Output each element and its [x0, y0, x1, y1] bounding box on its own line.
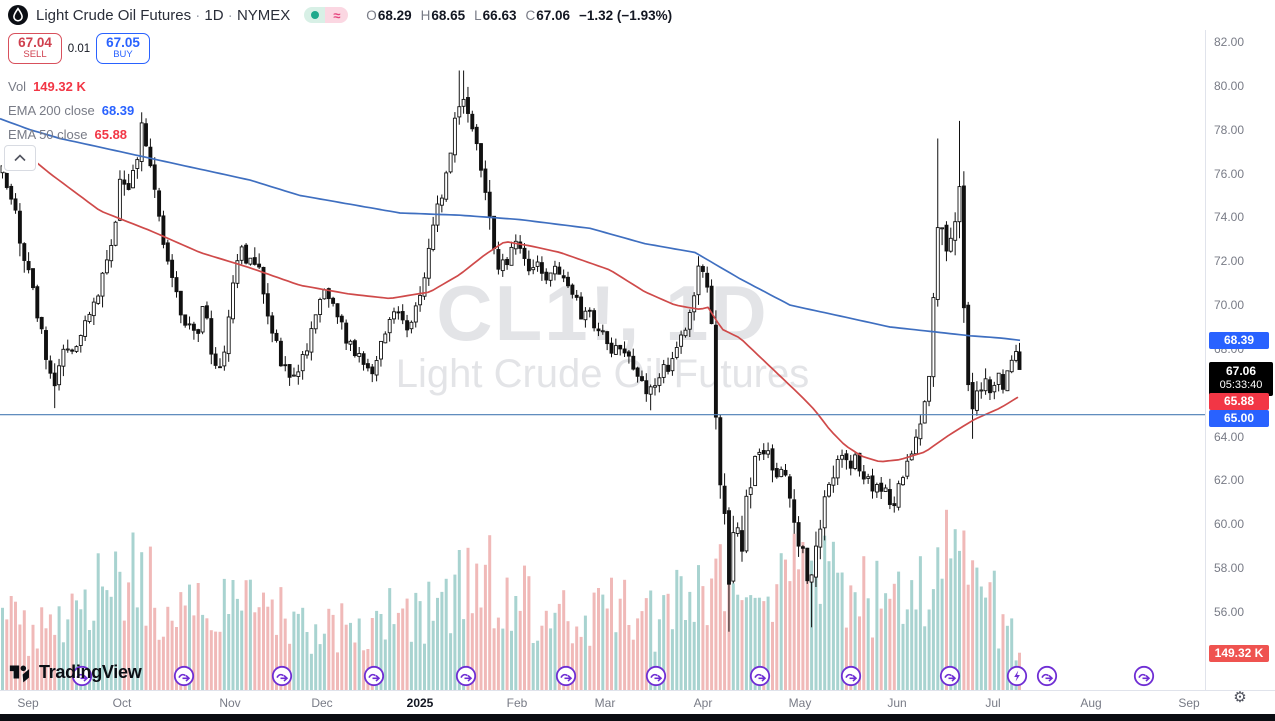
contract-switch-arrow-icon[interactable]: [840, 665, 862, 687]
contract-switch-arrow-icon[interactable]: [455, 665, 477, 687]
month-label: Sep: [1178, 696, 1200, 710]
oil-symbol-icon: [8, 5, 28, 25]
trade-panel: 67.04 SELL 0.01 67.05 BUY: [8, 33, 150, 64]
delayed-data-icon: ≈: [325, 7, 349, 23]
tradingview-logo[interactable]: TradingView: [8, 659, 142, 685]
price-tick: 62.00: [1214, 473, 1245, 488]
buy-button[interactable]: 67.05 BUY: [96, 33, 150, 64]
month-label: Sep: [17, 696, 39, 710]
tradingview-logo-mark: [9, 665, 30, 683]
month-label: Apr: [693, 696, 713, 710]
spread-value: 0.01: [67, 42, 91, 55]
ohlc-values: O68.29 H68.65 L66.63 C67.06 −1.32 (−1.93…: [366, 7, 673, 23]
month-label: Mar: [594, 696, 616, 710]
bottom-edge-bar: [0, 714, 1275, 721]
market-status-pills[interactable]: ≈: [304, 7, 349, 23]
contract-switch-arrow-icon[interactable]: [173, 665, 195, 687]
sell-button[interactable]: 67.04 SELL: [8, 33, 62, 64]
price-tick: 70.00: [1214, 298, 1245, 313]
price-tick: 80.00: [1214, 78, 1245, 93]
price-tick: 78.00: [1214, 122, 1245, 137]
ema200-badge: 68.39: [1209, 331, 1269, 349]
interval-button[interactable]: 1D: [204, 6, 224, 24]
month-label: Jun: [887, 696, 907, 710]
change-value: −1.32 (−1.93%): [579, 7, 673, 23]
month-label: Feb: [506, 696, 528, 710]
last-price-badge: 67.06 05:33:40: [1209, 361, 1273, 396]
month-label: Oct: [112, 696, 132, 710]
volume-badge: 149.32 K: [1209, 645, 1269, 662]
legend-collapse-button[interactable]: [4, 145, 36, 171]
timezone-settings-gear-icon[interactable]: ⚙: [1233, 689, 1247, 706]
price-tick: 58.00: [1214, 561, 1245, 576]
contract-switch-arrow-icon[interactable]: [749, 665, 771, 687]
month-label: May: [788, 696, 812, 710]
volume-value: 149.32 K: [33, 78, 86, 94]
ema50-badge: 65.88: [1209, 393, 1269, 410]
contract-switch-arrow-icon[interactable]: [71, 665, 93, 687]
realtime-lightning-marker-icon[interactable]: [1006, 665, 1028, 687]
price-tick: 72.00: [1214, 254, 1245, 269]
contract-switch-arrow-icon[interactable]: [939, 665, 961, 687]
month-label: Dec: [311, 696, 333, 710]
contract-switch-arrow-icon[interactable]: [271, 665, 293, 687]
contract-switch-arrow-icon[interactable]: [363, 665, 385, 687]
time-scale[interactable]: Sep Oct Nov Dec 2025 Feb Mar Apr May Jun Jul Aug Sep: [0, 690, 1275, 715]
price-tick: 74.00: [1214, 210, 1245, 225]
month-label: 2025: [406, 696, 434, 710]
market-status-icon: [304, 7, 326, 23]
price-tick: 64.00: [1214, 429, 1245, 444]
volume-legend-row[interactable]: Vol 149.32 K: [8, 78, 86, 94]
contract-switch-arrow-icon[interactable]: [555, 665, 577, 687]
symbol-title-button[interactable]: Light Crude Oil Futures · 1D · NYMEX: [36, 6, 291, 24]
ema50-legend-row[interactable]: EMA 50 close 65.88: [8, 126, 128, 142]
price-line-badge: 65.00: [1209, 410, 1269, 427]
contract-switch-arrow-icon[interactable]: [1036, 665, 1058, 687]
price-tick: 76.00: [1214, 166, 1245, 181]
month-label: Jul: [985, 696, 1001, 710]
ema50-value: 65.88: [94, 126, 128, 142]
price-tick: 56.00: [1214, 604, 1245, 619]
chevron-up-icon: [14, 154, 26, 162]
price-tick: 82.00: [1214, 35, 1245, 49]
price-scale[interactable]: 82.00 80.00 78.00 76.00 74.00 72.00 70.00 68.00…: [1205, 30, 1275, 714]
month-label: Aug: [1080, 696, 1102, 710]
contract-switch-arrow-icon[interactable]: [1133, 665, 1155, 687]
contract-switch-arrow-icon[interactable]: [645, 665, 667, 687]
ema200-value: 68.39: [101, 102, 135, 118]
month-label: Nov: [219, 696, 241, 710]
ema200-legend-row[interactable]: EMA 200 close 68.39: [8, 102, 135, 118]
chart-header-toolbar: Light Crude Oil Futures · 1D · NYMEX ≈ O…: [0, 0, 1275, 30]
indicator-legend: Vol 149.32 K EMA 200 close 68.39 EMA 50 …: [8, 74, 134, 146]
price-tick: 60.00: [1214, 517, 1245, 532]
